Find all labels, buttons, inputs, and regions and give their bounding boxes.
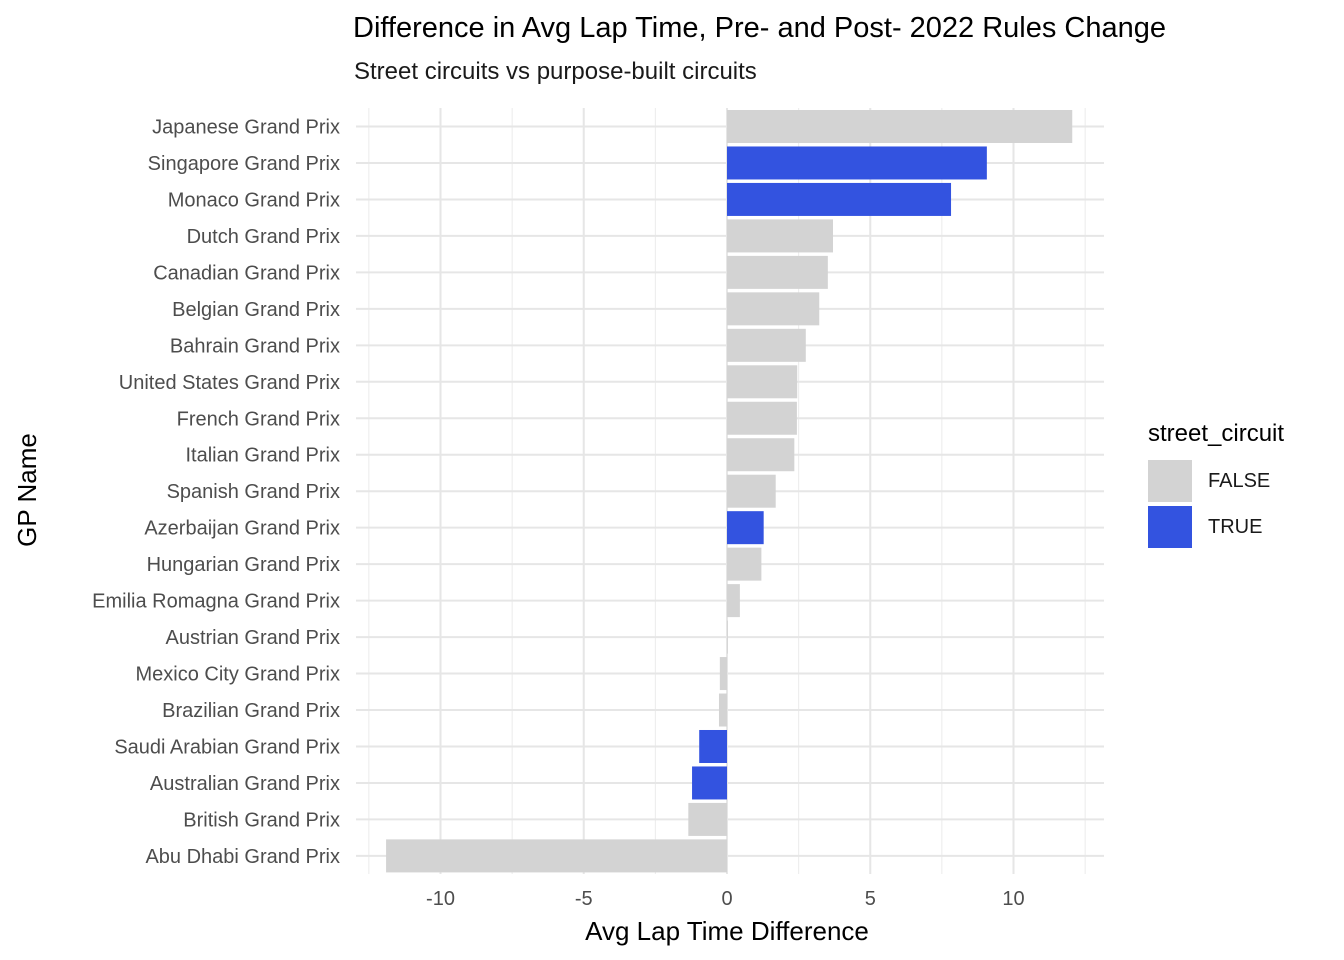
bar: [727, 365, 798, 399]
y-tick-label: Japanese Grand Prix: [152, 117, 340, 139]
bar: [727, 547, 762, 581]
y-tick-label: Canadian Grand Prix: [153, 262, 340, 284]
bar: [727, 620, 728, 654]
x-axis-title: Avg Lap Time Difference: [585, 916, 869, 946]
bar: [727, 474, 776, 508]
legend-item-false: FALSE: [1148, 458, 1284, 504]
bar: [727, 584, 740, 618]
legend: street_circuit FALSE TRUE: [1148, 420, 1284, 550]
y-tick-label: French Grand Prix: [177, 408, 340, 430]
y-tick-label: United States Grand Prix: [119, 372, 340, 394]
bar: [727, 401, 797, 435]
legend-key-true: [1148, 506, 1192, 548]
bar: [727, 182, 952, 216]
legend-item-true: TRUE: [1148, 504, 1284, 550]
y-tick-label: Monaco Grand Prix: [168, 189, 340, 211]
y-tick-label: Bahrain Grand Prix: [170, 335, 340, 357]
legend-key-false: [1148, 460, 1192, 502]
y-tick-label: Saudi Arabian Grand Prix: [114, 736, 340, 758]
y-tick-labels: Japanese Grand Prix Singapore Grand Prix M…: [92, 117, 340, 868]
bar: [727, 110, 1073, 143]
legend-label-true: TRUE: [1208, 515, 1263, 538]
x-tick-label: 0: [721, 888, 732, 910]
y-tick-label: Singapore Grand Prix: [148, 153, 340, 175]
bar: [727, 328, 806, 362]
bar: [688, 802, 727, 836]
x-tick-label: -5: [575, 888, 593, 910]
y-tick-label: Emilia Romagna Grand Prix: [92, 591, 340, 613]
bar: [727, 146, 987, 180]
bar: [718, 693, 727, 727]
chart-title: Difference in Avg Lap Time, Pre- and Pos…: [353, 12, 1167, 44]
chart-subtitle: Street circuits vs purpose-built circuit…: [354, 58, 757, 85]
bar: [699, 729, 727, 763]
y-tick-label: British Grand Prix: [183, 809, 340, 831]
bar: [692, 766, 727, 800]
y-tick-label: Brazilian Grand Prix: [162, 700, 340, 722]
legend-label-false: FALSE: [1208, 469, 1271, 492]
x-tick-label: -10: [426, 888, 455, 910]
bar: [727, 255, 828, 289]
y-tick-label: Abu Dhabi Grand Prix: [145, 846, 340, 868]
y-tick-label: Dutch Grand Prix: [187, 226, 340, 248]
x-tick-label: 5: [865, 888, 876, 910]
bar: [727, 511, 764, 545]
y-tick-label: Australian Grand Prix: [150, 773, 340, 795]
y-axis-title: GP Name: [12, 433, 42, 547]
legend-title: street_circuit: [1148, 420, 1285, 447]
bar: [719, 657, 727, 691]
bar: [727, 438, 795, 472]
y-tick-label: Italian Grand Prix: [185, 445, 340, 467]
x-tick-labels: -10 -5 0 5 10: [426, 888, 1025, 910]
y-tick-label: Belgian Grand Prix: [172, 299, 340, 321]
bars: [386, 110, 1073, 873]
bar: [727, 292, 820, 326]
y-tick-label: Azerbaijan Grand Prix: [144, 518, 340, 540]
y-tick-label: Austrian Grand Prix: [165, 627, 340, 649]
bar: [386, 839, 727, 873]
bar: [727, 219, 834, 253]
x-tick-label: 10: [1002, 888, 1024, 910]
y-tick-label: Spanish Grand Prix: [167, 481, 340, 503]
y-tick-label: Hungarian Grand Prix: [147, 554, 340, 576]
y-tick-label: Mexico City Grand Prix: [136, 664, 341, 686]
